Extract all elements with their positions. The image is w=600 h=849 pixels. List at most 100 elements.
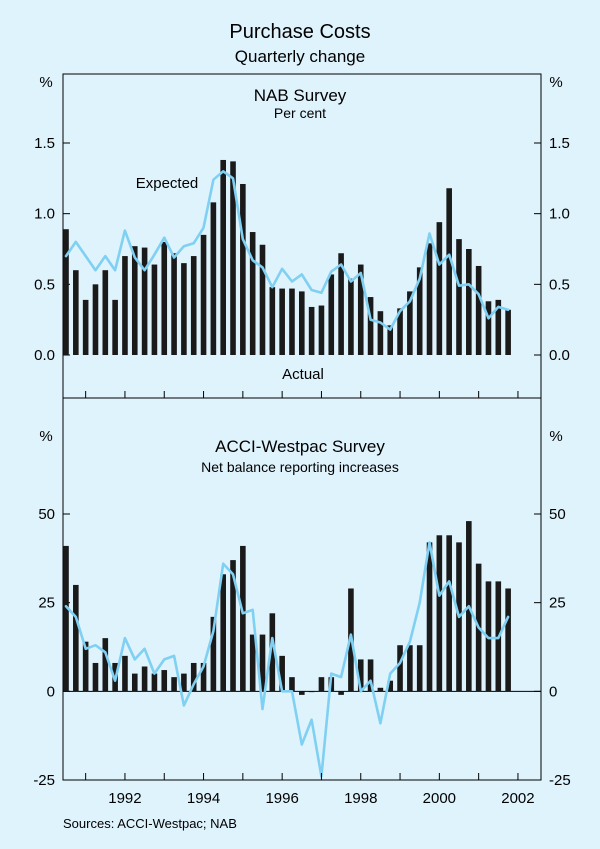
- acci-bar: [367, 659, 374, 692]
- nab-bar: [259, 244, 266, 355]
- acci-bar: [279, 655, 285, 692]
- acci-bar: [249, 634, 256, 692]
- acci-unit-left: %: [39, 428, 52, 445]
- acci-bar: [161, 670, 168, 692]
- nab-bar: [387, 325, 394, 355]
- x-axis: 1992 1994 1996 1998 2000 2002: [85, 391, 535, 807]
- nab-bar: [249, 232, 256, 355]
- nab-unit-right: %: [549, 74, 562, 91]
- acci-ytick-label-left: 50: [38, 506, 55, 523]
- acci-bar: [181, 673, 187, 692]
- nab-bar: [348, 278, 354, 355]
- acci-bar: [357, 659, 364, 692]
- nab-bar: [505, 309, 511, 355]
- nab-bar: [230, 161, 236, 355]
- acci-bar: [299, 691, 305, 695]
- nab-ytick-label-right: 0.0: [549, 347, 570, 364]
- nab-bar: [416, 267, 423, 355]
- acci-bar: [318, 677, 325, 692]
- acci-bar: [102, 638, 109, 692]
- acci-bar: [397, 645, 403, 692]
- nab-bar: [131, 246, 138, 355]
- expected-annotation: Expected: [136, 175, 199, 192]
- nab-bar: [308, 306, 315, 355]
- acci-ytick-label-left: 0: [47, 683, 55, 700]
- acci-expected-line: [64, 541, 510, 778]
- acci-ytick-label-left: 25: [38, 595, 55, 612]
- acci-bar: [200, 662, 207, 692]
- acci-bar: [377, 687, 384, 692]
- acci-ytick-label-left: -25: [33, 772, 55, 789]
- acci-bar: [151, 673, 158, 692]
- acci-bar: [416, 645, 423, 692]
- nab-ytick-label-left: 0.0: [34, 347, 55, 364]
- nab-bar: [151, 264, 158, 355]
- acci-bar: [73, 584, 79, 692]
- nab-bar: [456, 239, 462, 355]
- acci-bar: [259, 634, 266, 692]
- acci-ytick-label-right: -25: [549, 772, 571, 789]
- nab-ytick-label-left: 1.0: [34, 206, 55, 223]
- nab-bar: [357, 264, 364, 355]
- nab-bar: [112, 299, 118, 355]
- acci-bar: [269, 613, 276, 692]
- x-tick-label: 1998: [344, 790, 377, 807]
- nab-unit-left: %: [39, 74, 52, 91]
- x-tick-label: 2002: [501, 790, 534, 807]
- nab-bar: [407, 291, 413, 355]
- acci-panel-title: ACCI-Westpac Survey: [215, 437, 385, 456]
- nab-bar: [328, 274, 335, 355]
- acci-bar: [171, 677, 177, 692]
- nab-bar: [161, 241, 168, 355]
- nab-bar: [485, 301, 492, 355]
- acci-bar: [387, 680, 394, 692]
- nab-bar: [318, 305, 325, 355]
- nab-bar: [367, 297, 374, 355]
- acci-bar: [230, 560, 236, 692]
- nab-bar: [426, 243, 433, 355]
- chart-subtitle: Quarterly change: [235, 47, 365, 66]
- acci-panel: ACCI-Westpac Survey Net balance reportin…: [33, 428, 570, 789]
- nab-bar: [190, 256, 197, 355]
- acci-bar: [446, 535, 452, 692]
- nab-bar: [92, 284, 99, 355]
- nab-panel: NAB Survey Per cent % % Expected Actual …: [34, 74, 570, 383]
- nab-bar: [338, 253, 344, 355]
- nab-bar: [475, 265, 482, 355]
- nab-bar: [279, 288, 285, 355]
- acci-panel-subtitle: Net balance reporting increases: [201, 459, 399, 475]
- acci-ytick-label-right: 0: [549, 683, 557, 700]
- nab-bar: [141, 247, 148, 355]
- x-tick-label: 2000: [423, 790, 456, 807]
- nab-bar: [495, 299, 502, 355]
- nab-bar: [171, 253, 177, 355]
- acci-bar: [240, 545, 246, 692]
- nab-ytick-label-right: 1.5: [549, 135, 570, 152]
- acci-bar: [505, 588, 511, 692]
- nab-expected-line: [64, 170, 510, 331]
- x-tick-label: 1994: [187, 790, 220, 807]
- acci-bar: [426, 542, 433, 692]
- acci-bar: [190, 662, 197, 692]
- nab-ytick-label-left: 0.5: [34, 276, 55, 293]
- nab-bar: [82, 299, 89, 355]
- nab-panel-subtitle: Per cent: [274, 105, 326, 121]
- nab-bar: [446, 188, 452, 355]
- acci-bar: [210, 616, 217, 692]
- acci-bar: [338, 691, 344, 695]
- nab-bar: [397, 308, 403, 355]
- actual-annotation: Actual: [282, 366, 324, 383]
- acci-bar: [407, 645, 413, 692]
- x-tick-label: 1992: [108, 790, 141, 807]
- acci-bar: [308, 691, 315, 693]
- acci-bar: [82, 641, 89, 692]
- nab-panel-title: NAB Survey: [254, 86, 347, 105]
- nab-bar: [240, 183, 246, 355]
- acci-bar: [63, 545, 69, 692]
- nab-bar: [73, 270, 79, 355]
- acci-bar: [141, 666, 148, 692]
- acci-bar: [220, 574, 226, 692]
- acci-bar: [289, 677, 295, 692]
- nab-bar: [466, 249, 472, 355]
